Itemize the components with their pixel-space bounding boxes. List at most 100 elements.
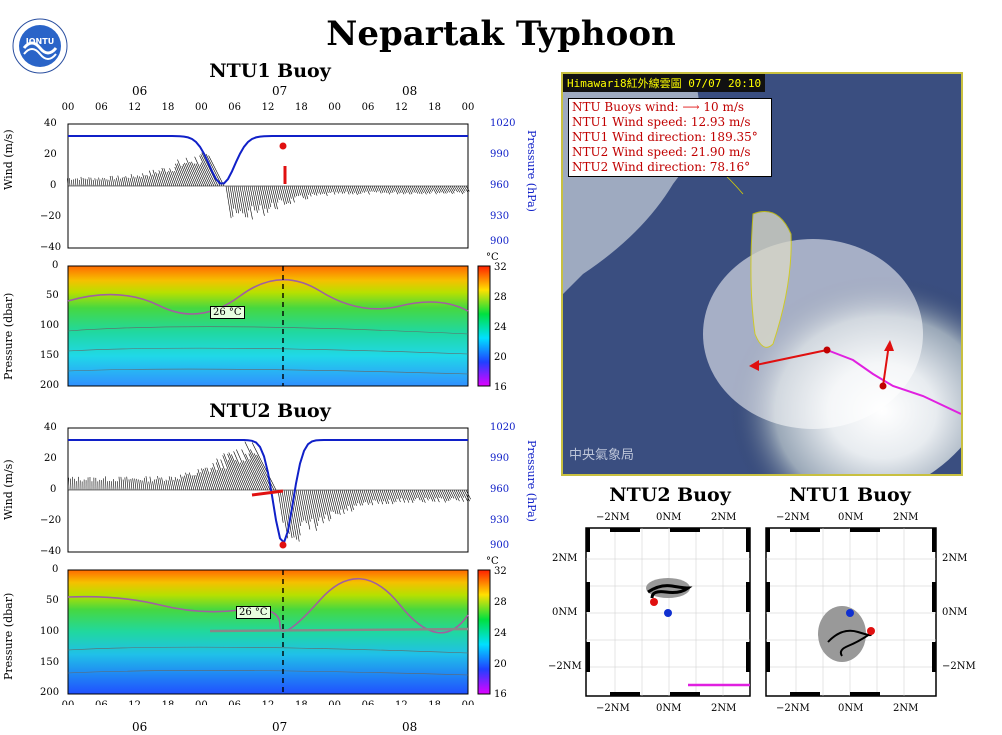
ntu2-wind-tick: −20 bbox=[40, 515, 62, 526]
hour-tick-label: 12 bbox=[262, 102, 275, 113]
drift-ntu2-xtick-bottom: 2NM bbox=[711, 703, 737, 714]
ntu2-pressure-line bbox=[68, 439, 468, 545]
hour-tick-label: 12 bbox=[128, 102, 141, 113]
ntu2-depth-tick: 0 bbox=[52, 564, 59, 575]
hour-tick-label: 00 bbox=[328, 700, 341, 705]
ntu2-timeseries: 00 06 12 18 00 06 12 18 00 06 12 18 00 bbox=[62, 427, 491, 705]
ntu1-timeseries: 00 06 12 18 00 06 12 18 00 06 12 18 00 bbox=[62, 102, 491, 387]
ntu2-drift-origin bbox=[664, 609, 672, 617]
legend-line-4: NTU2 Wind direction: 78.16° bbox=[572, 160, 751, 174]
ntu2-current-wind-arrow bbox=[251, 489, 284, 497]
hour-tick-label: 00 bbox=[195, 102, 208, 113]
ntu1-depth-tick: 150 bbox=[40, 350, 60, 361]
drift-ntu2-xtick-bottom: −2NM bbox=[596, 703, 630, 714]
hour-tick-label: 12 bbox=[395, 102, 408, 113]
ntu2-current-marker bbox=[279, 541, 287, 549]
legend-line-1: NTU1 Wind speed: 12.93 m/s bbox=[572, 115, 751, 129]
ntu1-colorbar-tick: 24 bbox=[494, 322, 507, 333]
ntu1-depth-axis-label: Pressure (dbar) bbox=[2, 292, 15, 380]
drift-ntu2-panel bbox=[585, 527, 751, 697]
ntu2-pressure-axis-label: Pressure (hPa) bbox=[525, 440, 538, 522]
ntu1-depth-tick: 100 bbox=[40, 320, 60, 331]
hour-tick-label: 06 bbox=[95, 700, 108, 705]
wind-legend-box: NTU Buoys wind: ⟶ 10 m/s NTU1 Wind speed… bbox=[568, 98, 772, 177]
ntu2-depth-tick: 150 bbox=[40, 657, 60, 668]
drift-ntu1-xtick-bottom: 0NM bbox=[838, 703, 864, 714]
ntu2-colorbar-tick: 28 bbox=[494, 597, 507, 608]
ntu1-colorbar-tick: 16 bbox=[494, 382, 507, 393]
ntu2-hour-ticks: 00 06 12 18 00 06 12 18 00 06 12 18 00 bbox=[62, 700, 475, 705]
taiwan-outline bbox=[750, 211, 792, 348]
hour-tick-label: 18 bbox=[162, 102, 175, 113]
ntu2-pressure-tick: 960 bbox=[490, 484, 510, 495]
ntu1-colorbar bbox=[477, 265, 491, 387]
day-label-06-top: 06 bbox=[132, 84, 148, 98]
ntu2-isotherm-26 bbox=[67, 577, 469, 634]
ntu1-drift-current bbox=[867, 627, 875, 635]
ntu1-colorbar-unit: °C bbox=[486, 252, 499, 263]
ntu1-wind-tick: 20 bbox=[44, 149, 57, 160]
ntu1-pressure-line bbox=[68, 135, 468, 185]
ntu1-depth-tick: 200 bbox=[40, 380, 60, 391]
ntu1-pressure-tick: 990 bbox=[490, 149, 510, 160]
ntu1-isotherm-26 bbox=[67, 278, 469, 315]
ntu1-wind-tick: 0 bbox=[50, 180, 57, 191]
day-label-07-bottom: 07 bbox=[272, 720, 288, 734]
ntu2-wind-tick: 0 bbox=[50, 484, 57, 495]
ntu2-wind-tick: 20 bbox=[44, 453, 57, 464]
drift-ntu2-xtick-bottom: 0NM bbox=[656, 703, 682, 714]
ntu1-colorbar-tick: 32 bbox=[494, 262, 507, 273]
hour-tick-label: 12 bbox=[128, 700, 141, 705]
ntu2-wind-axis-label: Wind (m/s) bbox=[2, 459, 15, 520]
svg-text:IONTU: IONTU bbox=[26, 37, 54, 46]
hour-tick-label: 18 bbox=[295, 102, 308, 113]
hour-tick-label: 00 bbox=[62, 102, 75, 113]
hour-tick-label: 00 bbox=[462, 700, 475, 705]
day-label-08-bottom: 08 bbox=[402, 720, 418, 734]
ntu2-wind-tick: −40 bbox=[40, 546, 62, 557]
drift-ntu2-xtick-top: 2NM bbox=[711, 512, 737, 523]
hour-tick-label: 12 bbox=[262, 700, 275, 705]
hour-tick-label: 06 bbox=[228, 102, 241, 113]
hour-tick-label: 06 bbox=[362, 102, 375, 113]
drift-ntu1-xtick-top: −2NM bbox=[776, 512, 810, 523]
ntu2-wind-vector bbox=[750, 349, 828, 367]
ntu1-wind-tick: 40 bbox=[44, 118, 57, 129]
ntu2-colorbar-tick: 20 bbox=[494, 659, 507, 670]
ntu2-wind-sticks bbox=[67, 441, 471, 542]
legend-line-3: NTU2 Wind speed: 21.90 m/s bbox=[572, 145, 751, 159]
drift-ntu2-xtick-top: −2NM bbox=[596, 512, 630, 523]
page-title: Nepartak Typhoon bbox=[326, 14, 676, 54]
drift-ntu2-xtick-top: 0NM bbox=[656, 512, 682, 523]
drift-ntu1-xtick-top: 0NM bbox=[838, 512, 864, 523]
hour-tick-label: 06 bbox=[95, 102, 108, 113]
drift-ytick-right: −2NM bbox=[942, 661, 976, 672]
drift-ntu1-xtick-top: 2NM bbox=[893, 512, 919, 523]
drift-ytick-left: 2NM bbox=[552, 553, 578, 564]
drift-ntu1-title: NTU1 Buoy bbox=[789, 484, 911, 506]
ntu1-pressure-tick: 960 bbox=[490, 180, 510, 191]
ntu2-colorbar-tick: 24 bbox=[494, 628, 507, 639]
ntu1-hour-ticks: 00 06 12 18 00 06 12 18 00 06 12 18 00 bbox=[62, 102, 475, 113]
ntu2-depth-axis-label: Pressure (dbar) bbox=[2, 592, 15, 680]
ntu2-pressure-tick: 990 bbox=[490, 453, 510, 464]
ntu1-wind-sticks bbox=[67, 152, 470, 220]
ntu1-pressure-tick: 1020 bbox=[490, 118, 516, 129]
ntu2-pressure-tick: 900 bbox=[490, 540, 510, 551]
ntu1-depth-tick: 50 bbox=[46, 290, 59, 301]
hour-tick-label: 18 bbox=[428, 102, 441, 113]
satellite-header: Himawari8紅外線雲圖 07/07 20:10 bbox=[563, 74, 766, 92]
ntu2-title: NTU2 Buoy bbox=[209, 400, 331, 422]
drift-ntu1-xtick-bottom: 2NM bbox=[893, 703, 919, 714]
ntu1-depth-tick: 0 bbox=[52, 260, 59, 271]
ntu2-colorbar-tick: 32 bbox=[494, 566, 507, 577]
ntu1-drift-origin bbox=[846, 609, 854, 617]
ntu2-colorbar-unit: °C bbox=[486, 556, 499, 567]
ntu2-isotherm-label: 26 °C bbox=[236, 606, 271, 619]
ntu2-depth-tick: 100 bbox=[40, 626, 60, 637]
ntu1-wind-axis-label: Wind (m/s) bbox=[2, 129, 15, 190]
ntu1-pressure-tick: 900 bbox=[490, 236, 510, 247]
legend-line-2: NTU1 Wind direction: 189.35° bbox=[572, 130, 758, 144]
hour-tick-label: 06 bbox=[362, 700, 375, 705]
iontu-logo: IONTU bbox=[12, 18, 68, 74]
